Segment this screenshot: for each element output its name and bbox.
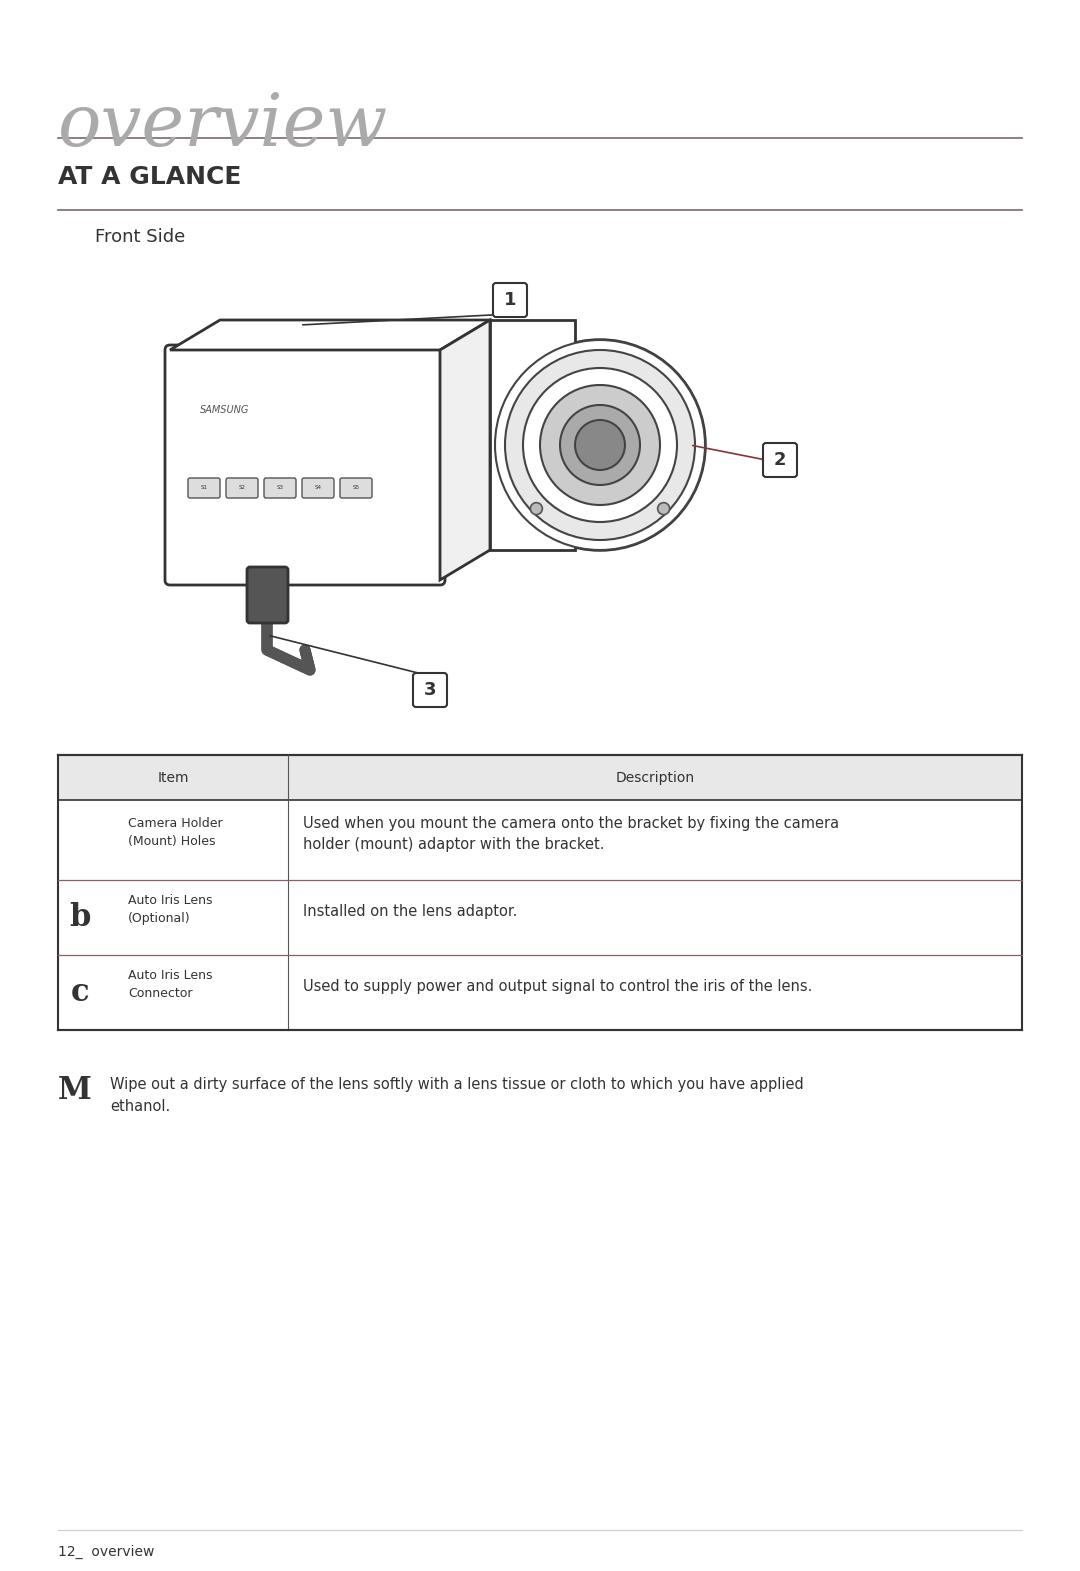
Text: S4: S4 bbox=[314, 485, 322, 490]
Circle shape bbox=[561, 405, 640, 485]
Circle shape bbox=[530, 503, 542, 515]
Polygon shape bbox=[170, 320, 490, 350]
Bar bbox=[58, 756, 1022, 800]
Text: Installed on the lens adaptor.: Installed on the lens adaptor. bbox=[303, 903, 517, 919]
Text: Front Side: Front Side bbox=[95, 228, 186, 247]
Text: Used to supply power and output signal to control the iris of the lens.: Used to supply power and output signal t… bbox=[303, 979, 812, 994]
Polygon shape bbox=[440, 320, 490, 580]
Text: Auto Iris Lens
(Optional): Auto Iris Lens (Optional) bbox=[129, 894, 213, 925]
Text: S1: S1 bbox=[201, 485, 207, 490]
FancyBboxPatch shape bbox=[302, 478, 334, 498]
Text: Used when you mount the camera onto the bracket by fixing the camera
holder (mou: Used when you mount the camera onto the … bbox=[303, 815, 839, 851]
Circle shape bbox=[505, 350, 696, 540]
Circle shape bbox=[523, 368, 677, 522]
FancyBboxPatch shape bbox=[226, 478, 258, 498]
Text: AT A GLANCE: AT A GLANCE bbox=[58, 165, 241, 189]
Text: M: M bbox=[58, 1075, 92, 1106]
Text: overview: overview bbox=[58, 90, 388, 160]
FancyBboxPatch shape bbox=[413, 672, 447, 707]
Polygon shape bbox=[490, 320, 575, 550]
Text: S2: S2 bbox=[239, 485, 245, 490]
Circle shape bbox=[575, 419, 625, 470]
Text: Camera Holder
(Mount) Holes: Camera Holder (Mount) Holes bbox=[129, 817, 222, 847]
Text: c: c bbox=[70, 977, 90, 1009]
Text: S3: S3 bbox=[276, 485, 283, 490]
Text: Auto Iris Lens
Connector: Auto Iris Lens Connector bbox=[129, 969, 213, 1001]
Circle shape bbox=[658, 503, 670, 515]
FancyBboxPatch shape bbox=[762, 443, 797, 478]
Text: 2: 2 bbox=[773, 451, 786, 470]
FancyBboxPatch shape bbox=[188, 478, 220, 498]
FancyBboxPatch shape bbox=[340, 478, 372, 498]
FancyBboxPatch shape bbox=[264, 478, 296, 498]
Text: Item: Item bbox=[158, 770, 189, 784]
Text: 1: 1 bbox=[503, 291, 516, 309]
Circle shape bbox=[495, 339, 705, 550]
Text: 12_  overview: 12_ overview bbox=[58, 1544, 154, 1558]
Text: 3: 3 bbox=[423, 680, 436, 699]
FancyBboxPatch shape bbox=[492, 283, 527, 317]
Text: Wipe out a dirty surface of the lens softly with a lens tissue or cloth to which: Wipe out a dirty surface of the lens sof… bbox=[110, 1078, 804, 1114]
FancyBboxPatch shape bbox=[247, 567, 288, 624]
FancyBboxPatch shape bbox=[165, 346, 445, 584]
Text: S5: S5 bbox=[352, 485, 360, 490]
Text: Description: Description bbox=[616, 770, 694, 784]
Circle shape bbox=[540, 385, 660, 504]
Circle shape bbox=[495, 339, 705, 550]
Text: SAMSUNG: SAMSUNG bbox=[200, 405, 249, 415]
Text: b: b bbox=[69, 902, 91, 933]
